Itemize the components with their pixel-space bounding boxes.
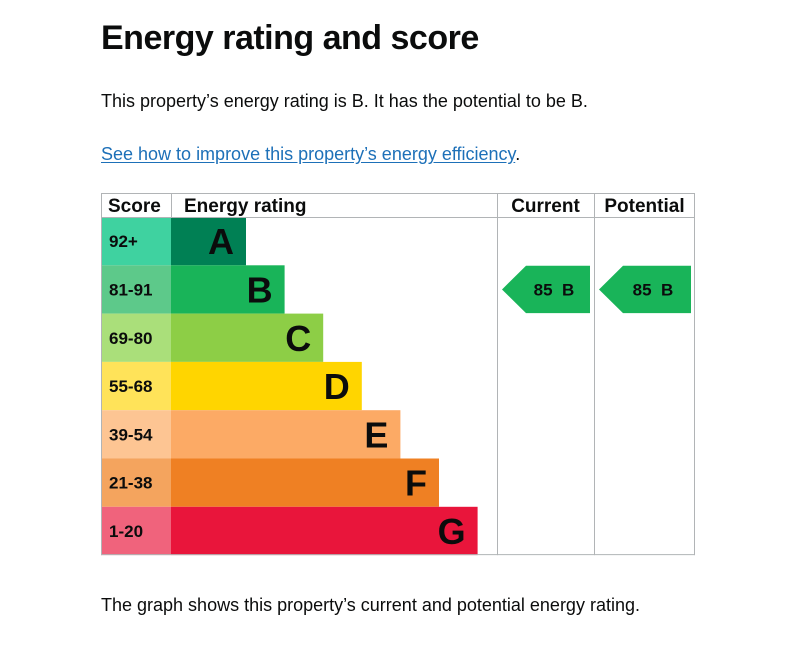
page-title: Energy rating and score [101,19,479,57]
potential-rating-label: 85 B [633,280,674,299]
rating-bar-c [171,313,324,362]
link-suffix: . [515,144,521,164]
score-label-d: 55-68 [109,377,152,396]
rating-letter-b: B [247,269,273,310]
header-energy-rating: Energy rating [184,196,306,217]
score-cell-a [101,217,171,266]
score-cell-g [101,506,171,556]
rating-bar-f [171,458,439,507]
rating-bar-d [171,361,362,411]
score-cell-e [101,410,171,459]
score-label-f: 21-38 [109,474,152,493]
header-potential: Potential [604,196,684,217]
rating-bar-g [171,506,478,556]
current-rating-arrow [502,265,590,314]
rating-bar-b [171,265,285,314]
score-cell-b [101,265,171,314]
rating-summary: This property’s energy rating is B. It h… [101,91,588,111]
rating-letter-f: F [405,463,427,504]
score-label-e: 39-54 [109,425,153,444]
rating-letter-g: G [438,511,466,552]
rating-letter-a: A [208,221,234,262]
header-current: Current [511,196,580,217]
rating-bar-e [171,410,401,459]
header-score: Score [108,196,161,217]
rating-letter-e: E [364,414,388,455]
score-label-a: 92+ [109,232,138,251]
rating-letter-c: C [285,318,311,359]
improve-efficiency-link[interactable]: See how to improve this property’s energ… [101,144,516,164]
rating-letter-d: D [324,366,350,407]
chart-caption: The graph shows this property’s current … [101,595,640,615]
score-cell-d [101,361,171,411]
score-label-b: 81-91 [109,280,152,299]
potential-rating-arrow [599,265,691,314]
score-cell-f [101,458,171,507]
score-label-g: 1-20 [109,522,143,541]
improve-link-line: See how to improve this property’s energ… [101,142,520,166]
current-rating-label: 85 B [534,280,575,299]
score-cell-c [101,313,171,362]
rating-bar-a [171,217,246,266]
score-label-c: 69-80 [109,329,152,348]
